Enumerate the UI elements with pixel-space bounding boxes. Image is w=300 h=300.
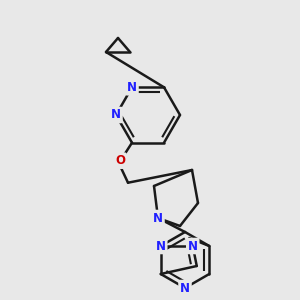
Text: O: O <box>115 154 125 167</box>
Text: N: N <box>156 239 166 253</box>
Text: N: N <box>153 212 163 224</box>
Text: N: N <box>111 109 121 122</box>
Text: N: N <box>180 281 190 295</box>
Text: N: N <box>188 239 198 253</box>
Text: N: N <box>127 81 137 94</box>
